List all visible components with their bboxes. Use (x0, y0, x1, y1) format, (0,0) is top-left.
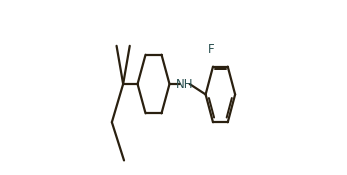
Text: NH: NH (176, 78, 194, 90)
Text: F: F (208, 43, 214, 56)
